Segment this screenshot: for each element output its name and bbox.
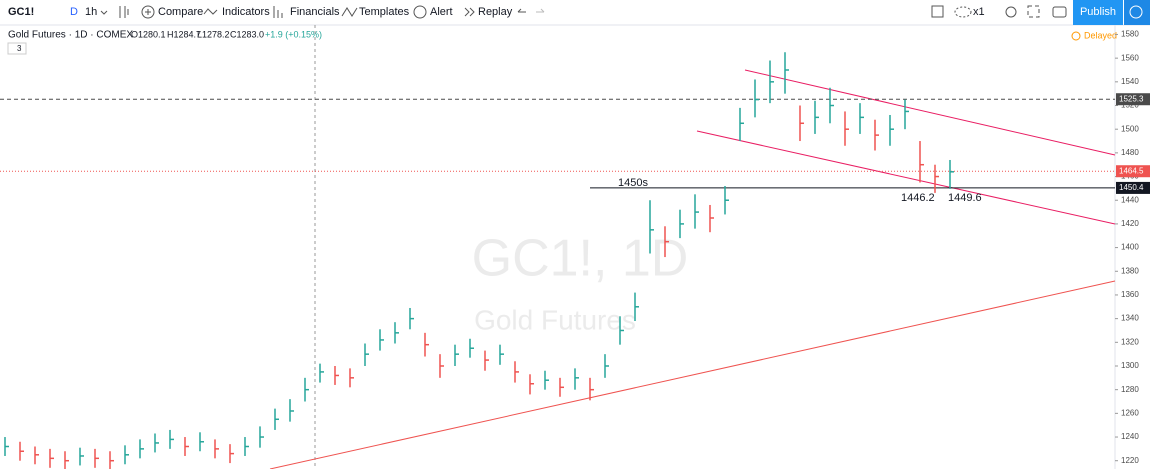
compare-plus [145, 9, 151, 15]
fullscreen-icon[interactable] [1027, 5, 1040, 18]
y-tick-label: 1300 [1121, 361, 1139, 370]
y-tick-label: 1500 [1121, 124, 1139, 133]
indicators-icon[interactable] [203, 8, 218, 15]
y-tick-label: 1440 [1121, 195, 1139, 204]
support-line [269, 280, 1116, 470]
watermark-name: Gold Futures [474, 304, 636, 335]
replay-button[interactable]: Replay [478, 6, 513, 18]
y-tick-label: 1480 [1121, 148, 1139, 157]
y-tick-label: 1360 [1121, 290, 1139, 299]
play-icon [1129, 5, 1143, 19]
y-tick-label: 1340 [1121, 314, 1139, 323]
cloud-icon[interactable] [954, 6, 972, 18]
alert-icon[interactable] [413, 5, 427, 19]
y-tick-label: 1400 [1121, 243, 1139, 252]
templates-button[interactable]: Templates [359, 6, 410, 18]
y-tick-label: 1580 [1121, 30, 1139, 39]
dropdown-icon [100, 10, 108, 15]
alert-button[interactable]: Alert [430, 6, 453, 18]
legend-low: L1278.2 [197, 29, 230, 39]
annotation: 1446.2 [901, 192, 935, 204]
legend-count[interactable]: 3 [17, 44, 22, 53]
y-tick-label: 1320 [1121, 337, 1139, 346]
symbol[interactable]: GC1! [8, 6, 34, 18]
y-tick-label: 1560 [1121, 53, 1139, 62]
watermark-symbol: GC1!, 1D [472, 230, 689, 288]
bars-icon[interactable] [119, 6, 129, 18]
layout-icon[interactable] [931, 5, 944, 18]
undo-icon[interactable] [517, 8, 526, 13]
legend-change: +1.9 (+0.15%) [265, 29, 322, 39]
delayed-label: Delayed [1084, 30, 1117, 40]
y-tick-label: 1240 [1121, 432, 1139, 441]
y-tick-label: 1220 [1121, 456, 1139, 465]
snapshot-icon[interactable] [1052, 6, 1067, 18]
financials-button[interactable]: Financials [290, 6, 340, 18]
legend-close: C1283.0 [230, 29, 264, 39]
legend-collapse[interactable] [7, 42, 27, 55]
compare-icon[interactable] [141, 5, 155, 19]
redo-icon[interactable] [536, 8, 545, 13]
replay-icon[interactable] [464, 7, 475, 17]
publish-label[interactable]: Publish [1080, 6, 1116, 18]
legend-high: H1284.7 [167, 29, 201, 39]
financials-icon[interactable] [273, 6, 283, 18]
toolbar [0, 0, 1150, 25]
y-tick-label: 1420 [1121, 219, 1139, 228]
interval[interactable]: 1h [85, 6, 97, 18]
annotation: 1450s [618, 177, 648, 189]
interval-short[interactable]: D [70, 6, 78, 18]
legend-title: Gold Futures · 1D · COMEX [8, 30, 133, 41]
y-tick-label: 1380 [1121, 266, 1139, 275]
zoom[interactable]: x1 [973, 6, 985, 18]
play-button[interactable] [1124, 0, 1150, 25]
settings-icon[interactable] [1005, 6, 1017, 18]
delayed-icon [1071, 31, 1081, 41]
channel-lower [696, 130, 1116, 225]
y-tick-label: 1260 [1121, 408, 1139, 417]
templates-icon[interactable] [341, 7, 358, 17]
y-tick-label: 1540 [1121, 77, 1139, 86]
legend-open: O1280.1 [131, 29, 166, 39]
price-label-box [1116, 181, 1150, 194]
annotation: 1449.6 [948, 192, 982, 204]
price-label: 1525.3 [1119, 94, 1144, 103]
price-label-box [1116, 165, 1150, 178]
publish-button[interactable] [1073, 0, 1123, 25]
indicators-button[interactable]: Indicators [222, 6, 270, 18]
y-tick-label: 1280 [1121, 385, 1139, 394]
channel-upper [744, 69, 1116, 156]
price-label: 1450.4 [1119, 183, 1144, 192]
compare-button[interactable]: Compare [158, 6, 203, 18]
price-label: 1464.5 [1119, 166, 1144, 175]
price-label-box [1116, 93, 1150, 106]
